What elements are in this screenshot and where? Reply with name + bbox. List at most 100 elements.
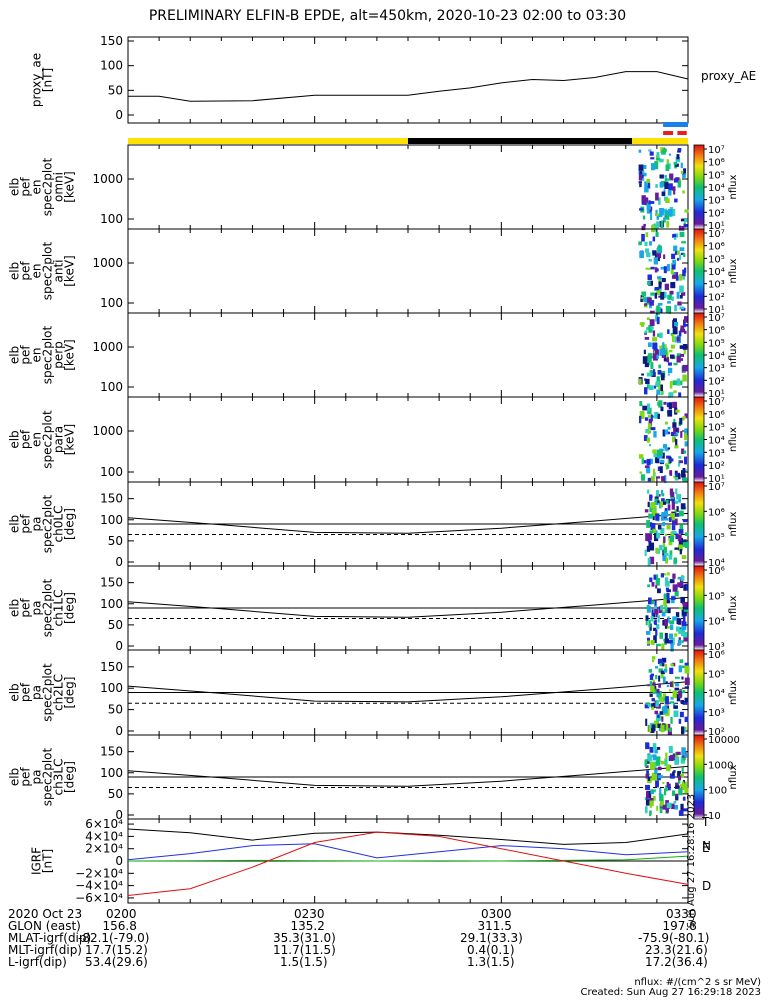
energy-panel-4-cbar-label: 10⁷: [708, 397, 725, 408]
pitch-panel-2-cbar-label: 10⁵: [708, 669, 725, 680]
pitch-panel-3-spectrogram-cell: [649, 747, 654, 753]
energy-panel-4-spectrogram-cell: [648, 418, 653, 427]
energy-panel-3-spectrogram-cell: [669, 392, 674, 398]
pitch-panel-2-cbar-label: 10⁶: [708, 650, 725, 661]
energy-panel-4-spectrogram-cell: [673, 418, 676, 424]
igrf-ylabel-line: IGRF: [30, 847, 44, 875]
pitch-panel-1-cbar-label: 10⁵: [708, 591, 725, 602]
energy-panel-1-spectrogram-cell: [668, 153, 672, 156]
pitch-panel-3-spectrogram-cell: [666, 802, 672, 809]
energy-panel-2-spectrogram-cell: [679, 285, 684, 293]
pitch-panel-2-spectrogram-cell: [673, 705, 678, 709]
pitch-panel-1-spectrogram-cell: [674, 633, 678, 637]
energy-panel-1-spectrogram-cell: [643, 197, 649, 204]
energy-panel-4-spectrogram-cell: [639, 471, 643, 474]
energy-panel-4-spectrogram-cell: [645, 428, 650, 434]
energy-panel-3-spectrogram-cell: [646, 372, 652, 377]
energy-panel-3-spectrogram-cell: [644, 378, 647, 381]
pitch-panel-2-ylabel-line: elb: [8, 683, 22, 701]
pitch-panel-2-spectrogram-cell: [663, 723, 669, 731]
igrf-legend-D: D: [702, 879, 711, 893]
pitch-panel-2-spectrogram-cell: [662, 706, 668, 714]
energy-panel-1-spectrogram-cell: [676, 154, 680, 160]
energy-panel-4-ylabel-line: pef: [19, 429, 33, 449]
energy-panel-1-spectrogram-cell: [656, 221, 659, 229]
pitch-panel-1-ylabel-line: pa: [30, 601, 44, 616]
status-bar-red: [677, 131, 687, 135]
energy-panel-2-spectrogram-cell: [680, 292, 686, 296]
pitch-panel-1-spectrogram-cell: [654, 609, 659, 615]
pitch-panel-3-ytick-label: 50: [108, 787, 123, 801]
energy-panel-4-spectrogram-cell: [657, 454, 663, 459]
pitch-panel-0-spectrogram-cell: [662, 540, 666, 547]
energy-panel-3-cbar-label: 10⁵: [708, 338, 725, 349]
pitch-panel-1-spectrogram-cell: [647, 584, 651, 588]
energy-panel-1-spectrogram-cell: [665, 164, 670, 172]
energy-panel-4-spectrogram-cell: [667, 409, 673, 417]
energy-panel-2-spectrogram-cell: [674, 250, 677, 255]
pitch-panel-2-spectrogram-cell: [649, 675, 654, 681]
pitch-panel-2-ytick-label: 50: [108, 703, 123, 717]
pitch-panel-3-spectrogram-cell: [658, 775, 663, 779]
energy-panel-4-spectrogram-cell: [684, 433, 687, 441]
pitch-panel-1-spectrogram-cell: [683, 584, 687, 591]
energy-panel-2-spectrogram-cell: [644, 241, 648, 247]
pitch-panel-2-spectrogram-cell: [660, 724, 665, 733]
pitch-panel-0-ytick-label: 0: [115, 555, 123, 569]
energy-panel-3-spectrogram-cell: [672, 326, 678, 335]
pitch-panel-0-spectrogram-cell: [665, 557, 668, 564]
pitch-panel-2-spectrogram-cell: [649, 693, 653, 697]
energy-panel-1-spectrogram-cell: [638, 164, 644, 171]
energy-panel-3-cbar-label: 10²: [708, 376, 725, 387]
pitch-panel-3-spectrogram-cell: [677, 770, 682, 778]
energy-panel-3-cbar-title: nflux: [728, 342, 739, 367]
science-zone-bar-yellow: [128, 138, 408, 144]
footer-row-label: L-igrf(dip): [8, 955, 67, 969]
pitch-panel-0-spectrogram-cell: [655, 547, 659, 553]
pitch-panel-1-spectrogram-cell: [666, 589, 671, 593]
pitch-panel-3-spectrogram-cell: [656, 805, 659, 811]
energy-panel-4-spectrogram-cell: [666, 455, 671, 459]
pitch-panel-0-spectrogram-cell: [674, 500, 679, 504]
pitch-panel-1-spectrogram-cell: [670, 643, 674, 652]
pitch-panel-2-spectrogram-cell: [658, 668, 663, 673]
pitch-panel-2-spectrogram-cell: [649, 681, 653, 686]
pitch-panel-0-spectrogram-cell: [676, 506, 679, 512]
energy-panel-1-spectrogram-cell: [680, 162, 683, 169]
energy-panel-4-spectrogram-cell: [655, 476, 661, 479]
energy-panel-4-spectrogram-cell: [647, 477, 652, 482]
energy-panel-1-spectrogram-cell: [646, 178, 651, 183]
pitch-panel-1-spectrogram-cell: [681, 640, 684, 644]
igrf-E-line: [127, 855, 689, 862]
pitch-panel-1-ytick-label: 100: [100, 597, 123, 611]
pitch-panel-2-spectrogram-cell: [651, 706, 654, 710]
energy-panel-2-spectrogram-cell: [666, 264, 670, 272]
pitch-panel-2-spectrogram-cell: [657, 714, 660, 718]
pitch-panel-2-spectrogram-cell: [678, 665, 683, 673]
pitch-panel-1-spectrogram-cell: [661, 643, 665, 650]
energy-panel-3-spectrogram-cell: [668, 350, 673, 353]
energy-panel-3-spectrogram-cell: [649, 319, 655, 327]
energy-panel-2-spectrogram-cell: [658, 278, 662, 285]
pitch-panel-0-spectrogram-cell: [675, 488, 678, 495]
pitch-panel-3-spectrogram-cell: [654, 769, 658, 775]
pitch-panel-3-spectrogram-cell: [670, 754, 675, 761]
pitch-panel-0-spectrogram-cell: [648, 513, 653, 519]
footer-value: 0.4(0.1): [467, 943, 515, 957]
pitch-panel-1-spectrogram-cell: [677, 639, 682, 646]
energy-panel-2-spectrogram-cell: [645, 267, 651, 270]
pitch-panel-3-spectrogram-cell: [678, 810, 684, 816]
pitch-panel-1-spectrogram-cell: [648, 597, 652, 605]
energy-panel-2-spectrogram-cell: [661, 278, 666, 283]
footer-value: 311.5: [477, 919, 512, 933]
energy-panel-4-spectrogram-cell: [647, 423, 652, 430]
pitch-panel-2-spectrogram-cell: [645, 702, 648, 706]
energy-panel-1-spectrogram-cell: [658, 158, 664, 163]
energy-panel-2-spectrogram-cell: [652, 236, 656, 242]
energy-panel-2-spectrogram-cell: [679, 231, 685, 237]
proxy-ae-ytick-label: 50: [108, 83, 123, 97]
energy-panel-2-spectrogram-cell: [641, 291, 646, 295]
energy-panel-3-spectrogram-cell: [658, 383, 663, 391]
pitch-panel-1-spectrogram-cell: [660, 573, 664, 578]
pitch-panel-0-spectrogram-cell: [682, 539, 687, 547]
